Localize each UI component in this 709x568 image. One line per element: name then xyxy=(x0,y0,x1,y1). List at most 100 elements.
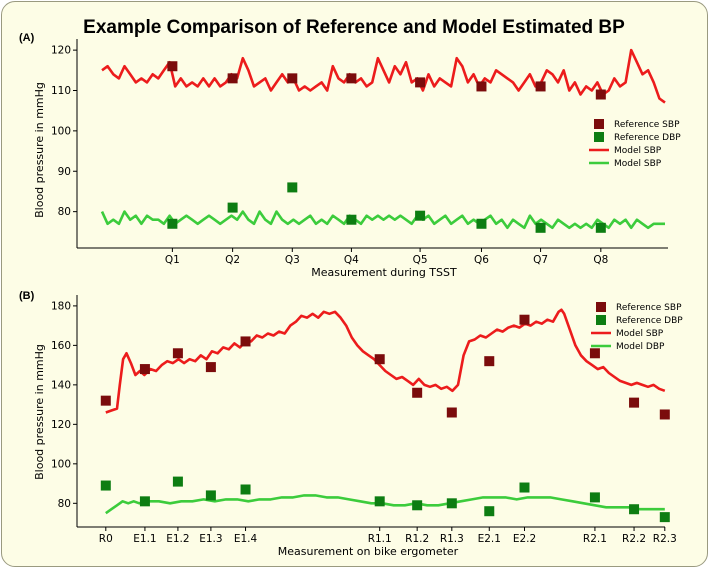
reference-dbp-point xyxy=(415,210,426,221)
x-tick-label: Q3 xyxy=(285,254,300,266)
reference-dbp-point xyxy=(167,218,178,229)
panel-label-b: (B) xyxy=(19,290,35,302)
y-tick-label: 120 xyxy=(51,45,71,57)
reference-sbp-point xyxy=(589,348,600,359)
reference-dbp-point xyxy=(484,506,495,517)
model-sbp-line xyxy=(101,48,666,104)
x-tick-label: E2.2 xyxy=(513,533,536,545)
x-tick-label: Q8 xyxy=(593,254,608,266)
model-sbp-line xyxy=(105,308,666,414)
reference-sbp-point xyxy=(595,89,606,100)
reference-dbp-point xyxy=(287,182,298,193)
reference-dbp-point xyxy=(446,498,457,509)
y-tick-label: 110 xyxy=(51,85,71,97)
reference-sbp-point xyxy=(227,73,238,84)
reference-sbp-point xyxy=(415,77,426,88)
reference-sbp-point xyxy=(100,395,111,406)
figure-title: Example Comparison of Reference and Mode… xyxy=(83,17,625,38)
reference-sbp-point xyxy=(172,348,183,359)
legend-entry-label: Model SBP xyxy=(614,159,662,169)
y-tick-label: 160 xyxy=(51,340,71,352)
reference-sbp-point xyxy=(476,81,487,92)
y-tick-label: 80 xyxy=(58,498,71,510)
x-tick-label: Q2 xyxy=(225,254,240,266)
reference-dbp-point xyxy=(535,222,546,233)
legend-entry-label: Model SBP xyxy=(614,146,662,156)
reference-dbp-point xyxy=(476,218,487,229)
x-tick-label: R1.1 xyxy=(368,533,392,545)
legend-marker-square xyxy=(594,119,604,129)
legend-entry-label: Reference DBP xyxy=(614,133,681,143)
reference-sbp-point xyxy=(346,73,357,84)
x-tick-label: Q6 xyxy=(474,254,489,266)
chart-panel-a: (A) Blood pressure in mmHg Measurement d… xyxy=(19,32,681,279)
x-tick-label: R2.2 xyxy=(622,533,646,545)
reference-dbp-point xyxy=(629,504,640,515)
reference-dbp-point xyxy=(595,222,606,233)
x-tick-label: E1.2 xyxy=(166,533,189,545)
reference-dbp-point xyxy=(139,496,150,507)
reference-dbp-point xyxy=(240,484,251,495)
legend-entry-label: Model SBP xyxy=(616,329,664,339)
x-tick-label: R0 xyxy=(99,533,113,545)
legend-marker-square xyxy=(596,315,606,325)
x-tick-label: R1.2 xyxy=(405,533,429,545)
reference-dbp-point xyxy=(589,492,600,503)
reference-sbp-point xyxy=(446,407,457,418)
y-axis-label-a: Blood pressure in mmHg xyxy=(33,82,46,218)
legend-a: Reference SBP Reference DBP Model SBP Model… xyxy=(589,119,681,169)
x-tick-label: Q7 xyxy=(533,254,548,266)
x-tick-label: E1.4 xyxy=(234,533,258,545)
y-tick-label: 140 xyxy=(51,379,71,391)
x-tick-label: Q4 xyxy=(344,254,359,266)
legend-entry-label: Reference SBP xyxy=(616,303,682,313)
x-tick-label: E2.1 xyxy=(478,533,501,545)
reference-sbp-point xyxy=(240,336,251,347)
reference-dbp-point xyxy=(346,214,357,225)
y-tick-label: 80 xyxy=(58,206,71,218)
reference-sbp-point xyxy=(205,362,216,373)
x-tick-label: E1.3 xyxy=(199,533,222,545)
legend-entry-label: Model DBP xyxy=(616,342,665,352)
panel-label-a: (A) xyxy=(19,32,35,44)
reference-dbp-point xyxy=(519,482,530,493)
y-tick-label: 120 xyxy=(51,419,71,431)
plot-area-a: 80 90 100 110 120 Q1 Q2 Q3 Q4 Q5 Q6 Q7 Q8 xyxy=(51,39,668,266)
legend-marker-square xyxy=(596,302,606,312)
legend-marker-square xyxy=(594,132,604,142)
reference-dbp-point xyxy=(374,496,385,507)
reference-sbp-point xyxy=(374,354,385,365)
y-tick-label: 100 xyxy=(51,458,71,470)
x-tick-label: R2.1 xyxy=(583,533,607,545)
legend-entry-label: Reference SBP xyxy=(614,120,680,130)
y-tick-label: 100 xyxy=(51,125,71,137)
reference-dbp-point xyxy=(412,500,423,511)
reference-dbp-point xyxy=(205,490,216,501)
chart-panel-b: (B) Blood pressure in mmHg Measurement o… xyxy=(19,290,683,558)
model-dbp-line xyxy=(105,494,665,515)
y-tick-label: 180 xyxy=(51,300,71,312)
plot-area-b: 80 100 120 140 160 180 R0 E1.1 E1.2 E1.3 E1.4 R1.1 R… xyxy=(51,295,677,545)
x-axis-label-b: Measurement on bike ergometer xyxy=(278,545,459,558)
reference-dbp-point xyxy=(172,476,183,487)
reference-sbp-point xyxy=(659,409,670,420)
x-axis-label-a: Measurement during TSST xyxy=(311,266,457,279)
x-tick-label: Q5 xyxy=(413,254,428,266)
reference-dbp-point xyxy=(227,202,238,213)
reference-sbp-point xyxy=(629,397,640,408)
legend-b: Reference SBP Reference DBP Model SBP Model… xyxy=(591,302,683,352)
x-tick-label: R1.3 xyxy=(440,533,464,545)
reference-sbp-point xyxy=(484,356,495,367)
reference-sbp-point xyxy=(519,314,530,325)
x-tick-label: Q1 xyxy=(165,254,180,266)
x-tick-label: E1.1 xyxy=(133,533,156,545)
reference-sbp-point xyxy=(535,81,546,92)
reference-sbp-point xyxy=(287,73,298,84)
reference-sbp-point xyxy=(167,61,178,72)
reference-dbp-point xyxy=(659,512,670,523)
x-tick-label: R2.3 xyxy=(653,533,677,545)
reference-sbp-point xyxy=(412,387,423,398)
legend-entry-label: Reference DBP xyxy=(616,316,683,326)
